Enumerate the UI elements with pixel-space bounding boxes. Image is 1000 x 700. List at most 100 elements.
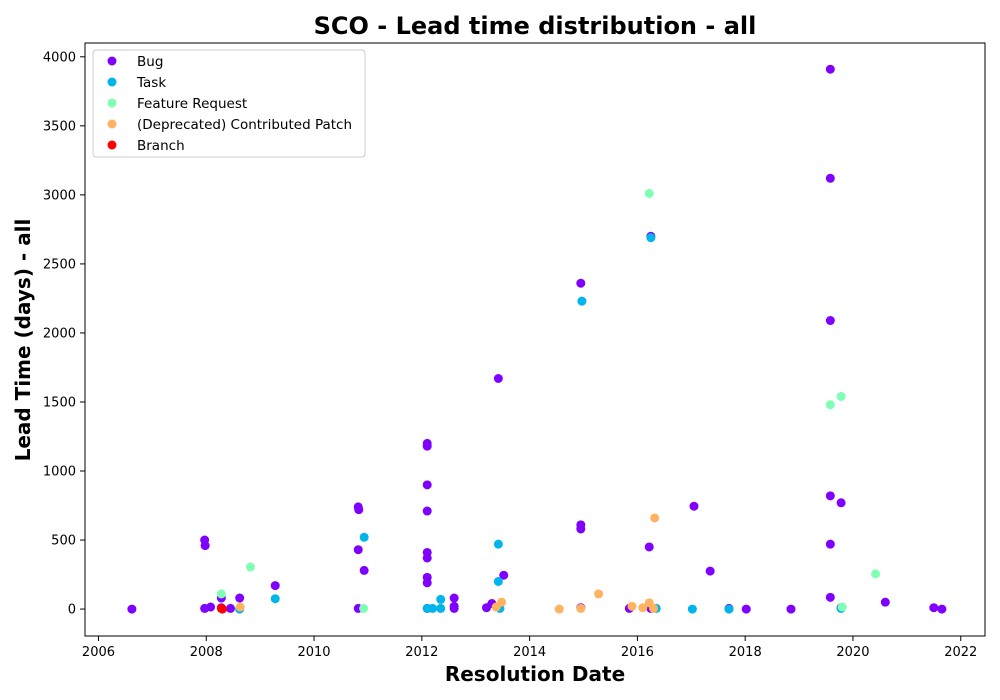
- data-point: [359, 532, 369, 542]
- data-point: [825, 173, 835, 183]
- data-point: [594, 589, 604, 599]
- x-tick-label: 2018: [729, 645, 762, 660]
- series-3: [235, 513, 660, 614]
- data-point: [825, 592, 835, 602]
- series-4: [216, 603, 227, 614]
- legend: Bug Task Feature Request (Deprecated) Contr…: [92, 49, 366, 158]
- x-tick-label: 2010: [297, 645, 330, 660]
- data-point: [422, 578, 432, 588]
- data-point: [576, 278, 586, 288]
- x-tick-label: 2012: [405, 645, 438, 660]
- legend-label: Feature Request: [137, 96, 247, 112]
- legend-label: (Deprecated) Contributed Patch: [137, 117, 352, 133]
- data-point: [497, 597, 507, 607]
- data-point: [359, 565, 369, 575]
- y-tick-label: 3000: [43, 188, 76, 203]
- data-point: [226, 603, 236, 613]
- x-tick-label: 2014: [513, 645, 546, 660]
- x-tick-label: 2020: [836, 645, 869, 660]
- data-point: [825, 316, 835, 326]
- data-point: [929, 603, 939, 613]
- data-point: [127, 604, 137, 614]
- data-point: [200, 541, 210, 551]
- data-point: [687, 604, 697, 614]
- data-point: [650, 513, 660, 523]
- data-point: [499, 570, 509, 580]
- data-point: [724, 604, 734, 614]
- y-tick-label: 4000: [43, 50, 76, 65]
- data-point: [270, 581, 280, 591]
- data-point: [705, 566, 715, 576]
- data-point: [689, 501, 699, 511]
- data-point: [235, 593, 245, 603]
- y-tick-label: 1000: [43, 465, 76, 480]
- legend-marker: [107, 140, 117, 150]
- y-axis: 0 500 1000 1500 2000 2500 3000 3500 4000: [43, 50, 85, 618]
- y-tick-label: 500: [51, 534, 76, 549]
- data-point: [554, 604, 564, 614]
- data-point: [353, 545, 363, 555]
- data-point: [493, 576, 503, 586]
- series-2: [216, 188, 881, 613]
- data-points: [127, 64, 947, 614]
- data-point: [270, 594, 280, 604]
- legend-marker: [107, 77, 117, 87]
- data-point: [786, 604, 796, 614]
- data-point: [577, 296, 587, 306]
- data-point: [649, 603, 659, 613]
- data-point: [422, 441, 432, 451]
- data-point: [493, 374, 503, 384]
- data-point: [576, 603, 586, 613]
- data-point: [836, 498, 846, 508]
- y-tick-label: 2500: [43, 257, 76, 272]
- data-point: [436, 603, 446, 613]
- x-axis: 2006 2008 2010 2012 2014 2016 2018 2020 2022: [82, 636, 977, 660]
- data-point: [627, 601, 637, 611]
- chart-title: SCO - Lead time distribution - all: [314, 12, 757, 40]
- data-point: [576, 524, 586, 534]
- y-tick-label: 1500: [43, 395, 76, 410]
- legend-marker: [107, 119, 117, 129]
- data-point: [646, 233, 656, 243]
- legend-label: Branch: [137, 138, 185, 154]
- data-point: [354, 505, 364, 515]
- data-point: [428, 603, 438, 613]
- data-point: [825, 539, 835, 549]
- data-point: [359, 603, 369, 613]
- y-tick-label: 0: [68, 603, 76, 618]
- data-point: [836, 391, 846, 401]
- data-point: [825, 491, 835, 501]
- y-axis-label: Lead Time (days) - all: [11, 219, 35, 462]
- data-point: [825, 64, 835, 74]
- y-tick-label: 3500: [43, 119, 76, 134]
- x-tick-label: 2006: [82, 645, 115, 660]
- x-tick-label: 2008: [190, 645, 223, 660]
- data-point: [449, 603, 459, 613]
- data-point: [206, 602, 216, 612]
- data-point: [638, 603, 648, 613]
- data-point: [422, 506, 432, 516]
- series-1: [235, 233, 846, 614]
- data-point: [493, 539, 503, 549]
- y-tick-label: 2000: [43, 326, 76, 341]
- data-point: [837, 602, 847, 612]
- data-point: [235, 602, 245, 612]
- data-point: [644, 188, 654, 198]
- data-point: [422, 480, 432, 490]
- legend-label: Bug: [137, 54, 163, 70]
- data-point: [741, 604, 751, 614]
- data-point: [422, 553, 432, 563]
- data-point: [825, 400, 835, 410]
- legend-marker: [107, 56, 117, 66]
- data-point: [880, 597, 890, 607]
- data-point: [217, 604, 227, 614]
- data-point: [436, 594, 446, 604]
- data-point: [216, 589, 226, 599]
- data-point: [871, 569, 881, 579]
- series-0: [127, 64, 947, 614]
- legend-box: [92, 49, 366, 158]
- data-point: [449, 593, 459, 603]
- data-point: [937, 604, 947, 614]
- x-tick-label: 2016: [621, 645, 654, 660]
